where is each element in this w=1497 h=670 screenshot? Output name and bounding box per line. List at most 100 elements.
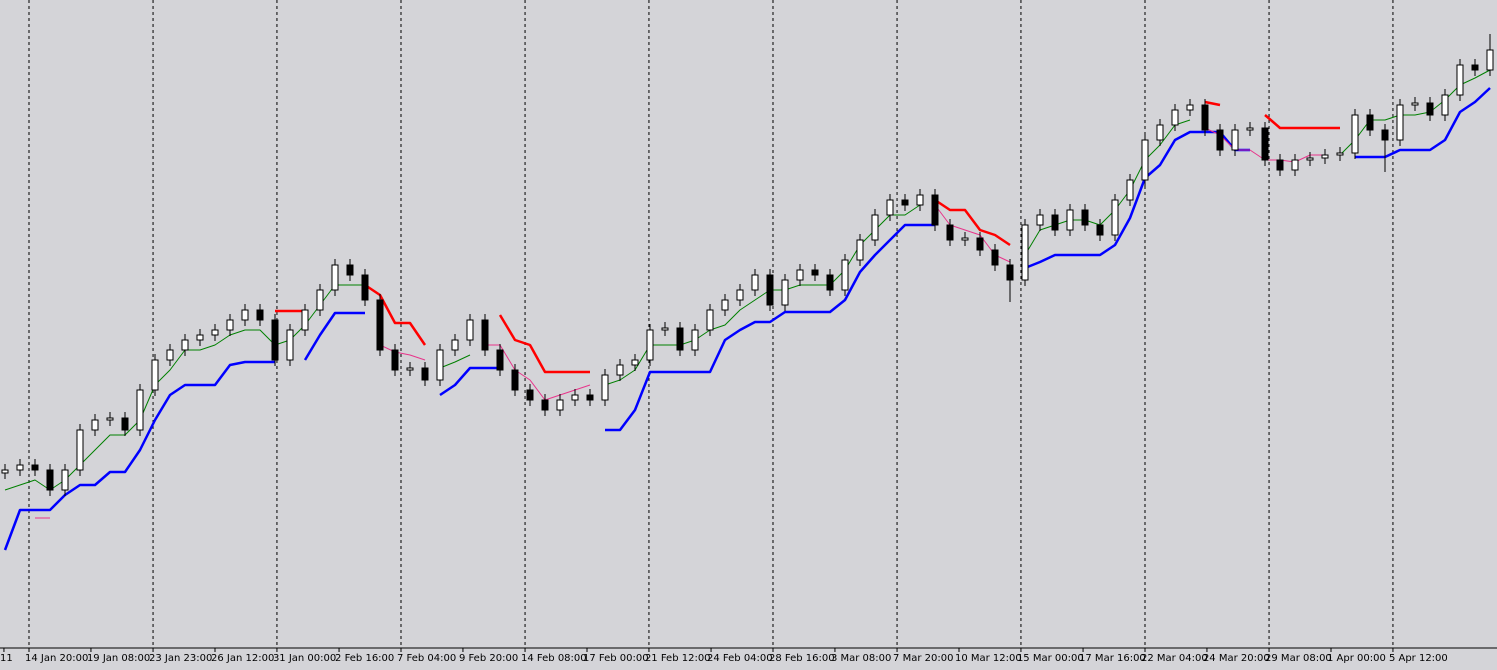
- candle-body: [916, 194, 924, 206]
- candle-body: [361, 274, 369, 301]
- x-tick-label: 14 Jan 20:00: [25, 653, 88, 664]
- candle-body: [751, 274, 759, 291]
- candle-body: [466, 319, 474, 341]
- candle-body: [1216, 129, 1224, 151]
- x-tick-label: 29 Mar 08:00: [1265, 653, 1332, 664]
- candle-body: [796, 269, 804, 281]
- candle-body: [1096, 224, 1104, 236]
- candle-body: [1336, 152, 1344, 156]
- x-tick-label: 21 Feb 12:00: [645, 653, 711, 664]
- candle-body: [1471, 64, 1479, 71]
- x-tick-label: 3 Mar 08:00: [831, 653, 891, 664]
- candle-body: [121, 417, 129, 431]
- candle-body: [1021, 224, 1029, 281]
- candle-body: [256, 309, 264, 321]
- candle-body: [1156, 124, 1164, 141]
- x-tick-label: 17 Feb 00:00: [583, 653, 649, 664]
- candle-body: [1381, 129, 1389, 141]
- x-tick-label: 14 Feb 08:00: [521, 653, 587, 664]
- candle-body: [721, 299, 729, 311]
- candle-body: [886, 199, 894, 216]
- candle-body: [586, 394, 594, 401]
- x-tick-label: 23 Jan 23:00: [149, 653, 212, 664]
- candle-body: [301, 309, 309, 331]
- candle-body: [1291, 159, 1299, 171]
- candle-body: [316, 289, 324, 311]
- indicator-line: [3, 87, 1491, 551]
- candle-body: [661, 327, 669, 331]
- candle-body: [1306, 157, 1314, 161]
- candle-body: [616, 364, 624, 376]
- candle-body: [1066, 209, 1074, 231]
- candle-body: [1366, 114, 1374, 131]
- candle-body: [91, 419, 99, 431]
- x-tick-label: 11: [0, 653, 13, 664]
- candle-body: [706, 309, 714, 331]
- candle-body: [61, 469, 69, 491]
- candle-body: [1141, 139, 1149, 181]
- candle-body: [1486, 49, 1494, 71]
- candle-body: [931, 194, 939, 226]
- candle-body: [1171, 109, 1179, 126]
- candle-body: [571, 394, 579, 401]
- candle-body: [841, 259, 849, 291]
- x-tick-label: 19 Jan 08:00: [87, 653, 150, 664]
- x-tick-label: 7 Feb 04:00: [397, 653, 456, 664]
- candle-body: [901, 199, 909, 206]
- candle-body: [181, 339, 189, 351]
- x-tick-label: 9 Feb 20:00: [459, 653, 518, 664]
- candle-body: [1456, 64, 1464, 96]
- x-tick-label: 22 Mar 04:00: [1141, 653, 1208, 664]
- candle-body: [871, 214, 879, 241]
- candle-body: [196, 334, 204, 341]
- candle-body: [1351, 114, 1359, 154]
- candle-body: [211, 329, 219, 336]
- candle-body: [1201, 104, 1209, 131]
- candle-body: [1, 469, 9, 474]
- candle-body: [76, 429, 84, 471]
- candle-body: [226, 319, 234, 331]
- candle-body: [166, 349, 174, 361]
- candle-body: [436, 349, 444, 381]
- candle-body: [526, 389, 534, 401]
- candle-body: [136, 389, 144, 431]
- candle-body: [331, 264, 339, 291]
- candle-body: [1276, 159, 1284, 171]
- candle-body: [1111, 199, 1119, 236]
- x-tick-label: 1 Apr 00:00: [1327, 653, 1386, 664]
- candle-body: [1396, 104, 1404, 141]
- candle-body: [151, 359, 159, 391]
- candle-body: [991, 249, 999, 266]
- x-tick-label: 2 Feb 16:00: [335, 653, 394, 664]
- candle-body: [1441, 94, 1449, 116]
- candle-body: [271, 319, 279, 361]
- x-tick-label: 7 Mar 20:00: [893, 653, 953, 664]
- candle-body: [376, 299, 384, 351]
- x-tick-label: 5 Apr 12:00: [1389, 653, 1448, 664]
- x-tick-label: 24 Mar 20:00: [1203, 653, 1270, 664]
- candle-body: [1126, 179, 1134, 201]
- candle-body: [421, 367, 429, 381]
- x-tick-label: 24 Feb 04:00: [707, 653, 773, 664]
- candle-body: [1261, 127, 1269, 161]
- x-tick-label: 26 Jan 12:00: [211, 653, 274, 664]
- indicator-line: [35, 127, 1325, 519]
- candle-body: [556, 399, 564, 411]
- candle-body: [481, 319, 489, 351]
- candle-body: [31, 464, 39, 471]
- x-tick-label: 10 Mar 12:00: [955, 653, 1022, 664]
- candle-body: [601, 374, 609, 401]
- x-tick-label: 17 Mar 16:00: [1079, 653, 1146, 664]
- x-tick-label: 31 Jan 00:00: [273, 653, 336, 664]
- indicator-line: [275, 100, 1340, 374]
- candle-body: [391, 349, 399, 371]
- candle-body: [676, 327, 684, 351]
- x-tick-label: 15 Mar 00:00: [1017, 653, 1084, 664]
- candle-body: [511, 369, 519, 391]
- candle-body: [286, 329, 294, 361]
- candle-body: [46, 469, 54, 491]
- candle-body: [1006, 264, 1014, 281]
- candle-body: [241, 309, 249, 321]
